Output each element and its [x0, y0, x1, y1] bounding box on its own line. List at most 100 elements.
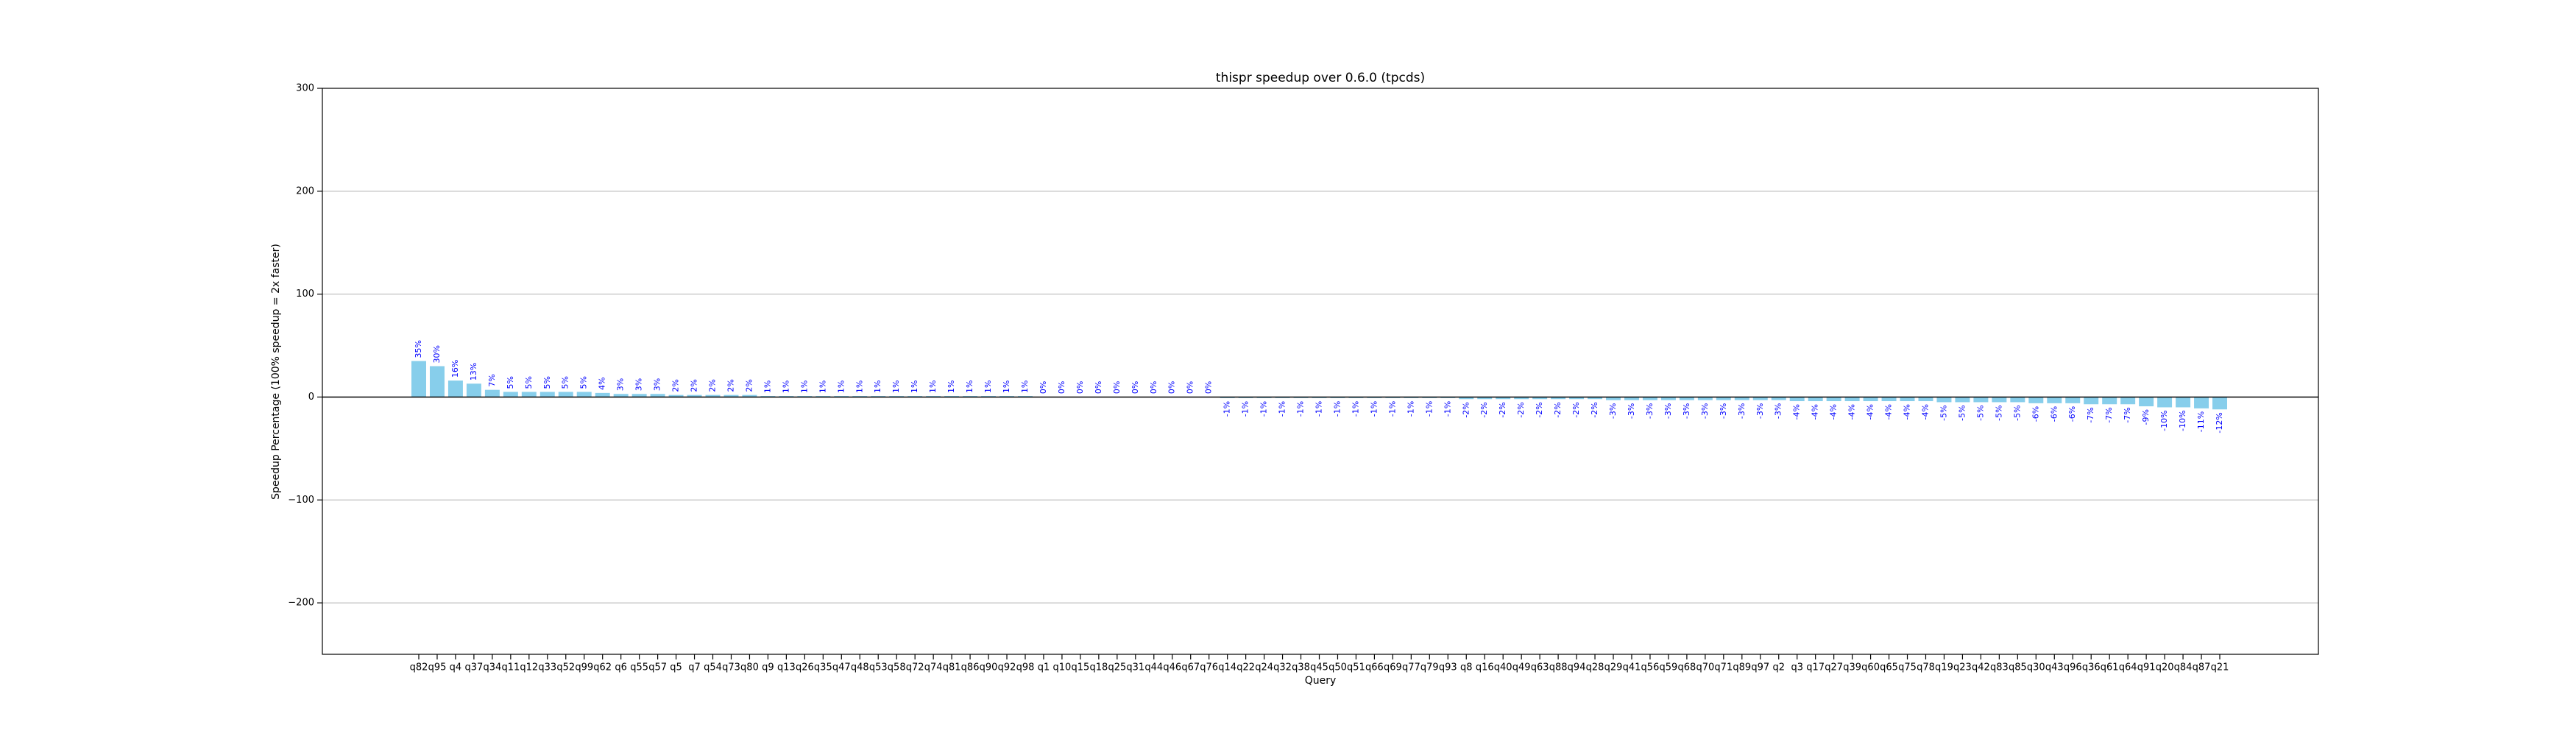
bar	[1826, 397, 1841, 402]
bar	[1771, 397, 1786, 400]
value-label: -3%	[1608, 403, 1618, 419]
x-tick-label: q83	[1990, 662, 2009, 673]
x-tick-label: q27	[1825, 662, 1843, 673]
bar	[1477, 397, 1493, 400]
value-label: -11%	[2196, 411, 2206, 432]
x-tick-label: q90	[980, 662, 998, 673]
value-label: 5%	[579, 376, 589, 389]
x-tick-label: q29	[1604, 662, 1623, 673]
x-tick-label: q89	[1733, 662, 1751, 673]
value-label: 2%	[726, 379, 735, 392]
bar	[2120, 397, 2136, 405]
value-label: -1%	[1259, 401, 1269, 417]
x-tick-label: q93	[1439, 662, 1457, 673]
x-tick-label: q38	[1292, 662, 1310, 673]
x-tick-label: q88	[1549, 662, 1568, 673]
bar	[1936, 397, 1952, 403]
bar	[2176, 397, 2191, 408]
value-label: -7%	[2123, 407, 2132, 422]
bar	[539, 392, 555, 397]
value-label: -6%	[2067, 406, 2077, 422]
value-label: 5%	[542, 376, 552, 389]
value-label: -7%	[2086, 407, 2095, 422]
x-tick-label: q1	[1038, 662, 1050, 673]
value-label: 5%	[561, 376, 570, 389]
x-tick-label: q79	[1420, 662, 1439, 673]
x-tick-label: q15	[1071, 662, 1089, 673]
value-label: -2%	[1461, 402, 1471, 417]
bar	[2157, 397, 2173, 408]
x-tick-label: q91	[2137, 662, 2156, 673]
x-tick-label: q5	[670, 662, 682, 673]
x-tick-label: q92	[998, 662, 1016, 673]
value-label: -4%	[1884, 404, 1894, 420]
y-tick-label: 200	[296, 185, 314, 197]
bar	[411, 361, 426, 397]
x-tick-label: q95	[428, 662, 447, 673]
bar	[742, 394, 757, 397]
value-label: -5%	[1994, 405, 2003, 420]
x-tick-label: q21	[2211, 662, 2229, 673]
bar	[668, 394, 684, 397]
y-axis-label: Speedup Percentage (100% speedup = 2x fa…	[270, 244, 282, 500]
value-label: -4%	[1847, 404, 1857, 420]
x-tick-label: q32	[1273, 662, 1292, 673]
value-label: 16%	[450, 360, 460, 378]
value-label: 1%	[1002, 381, 1011, 393]
x-tick-label: q42	[1972, 662, 1990, 673]
x-tick-label: q16	[1476, 662, 1494, 673]
value-label: 2%	[690, 379, 699, 392]
value-label: -4%	[1829, 404, 1839, 420]
x-tick-label: q98	[1016, 662, 1035, 673]
value-label: -1%	[1241, 401, 1250, 417]
x-tick-label: q14	[1218, 662, 1236, 673]
value-label: 1%	[873, 381, 882, 393]
x-tick-label: q54	[704, 662, 722, 673]
value-label: 1%	[983, 381, 993, 393]
value-label: -3%	[1682, 403, 1691, 419]
bar	[1606, 397, 1621, 400]
x-tick-label: q3	[1791, 662, 1803, 673]
bar	[723, 394, 739, 397]
x-tick-label: q45	[1310, 662, 1328, 673]
bar	[1973, 397, 1989, 403]
value-label: -3%	[1663, 403, 1673, 419]
x-tick-label: q11	[501, 662, 520, 673]
value-label: -5%	[2012, 405, 2022, 420]
value-label: 0%	[1057, 381, 1066, 394]
value-label: -4%	[1866, 404, 1875, 420]
x-tick-label: q67	[1181, 662, 1200, 673]
value-label: 0%	[1149, 381, 1158, 394]
value-label: 2%	[744, 379, 754, 392]
x-tick-label: q10	[1053, 662, 1072, 673]
x-tick-label: q76	[1200, 662, 1218, 673]
value-label: -3%	[1719, 403, 1728, 419]
bar	[1569, 397, 1585, 400]
x-tick-label: q99	[575, 662, 593, 673]
x-tick-label: q55	[630, 662, 648, 673]
value-label: 1%	[762, 381, 772, 393]
x-tick-label: q19	[1935, 662, 1953, 673]
x-tick-label: q49	[1512, 662, 1531, 673]
bar	[2102, 397, 2117, 405]
x-tick-label: q37	[465, 662, 484, 673]
value-label: -3%	[1774, 403, 1783, 419]
x-tick-label: q59	[1660, 662, 1678, 673]
x-tick-label: q77	[1402, 662, 1420, 673]
x-tick-label: q22	[1236, 662, 1255, 673]
x-tick-label: q9	[762, 662, 774, 673]
x-tick-label: q26	[796, 662, 814, 673]
value-label: -5%	[1939, 405, 1948, 420]
value-label: -1%	[1424, 401, 1434, 417]
bar	[705, 394, 721, 397]
x-tick-label: q74	[924, 662, 943, 673]
value-label: -6%	[2031, 406, 2040, 422]
y-tick-label: −200	[288, 598, 314, 609]
value-label: -9%	[2141, 409, 2151, 425]
x-tick-label: q96	[2064, 662, 2082, 673]
value-label: -3%	[1755, 403, 1765, 419]
value-label: 30%	[432, 345, 442, 363]
x-tick-label: q78	[1917, 662, 1935, 673]
bar	[466, 383, 481, 397]
bar	[1642, 397, 1657, 400]
